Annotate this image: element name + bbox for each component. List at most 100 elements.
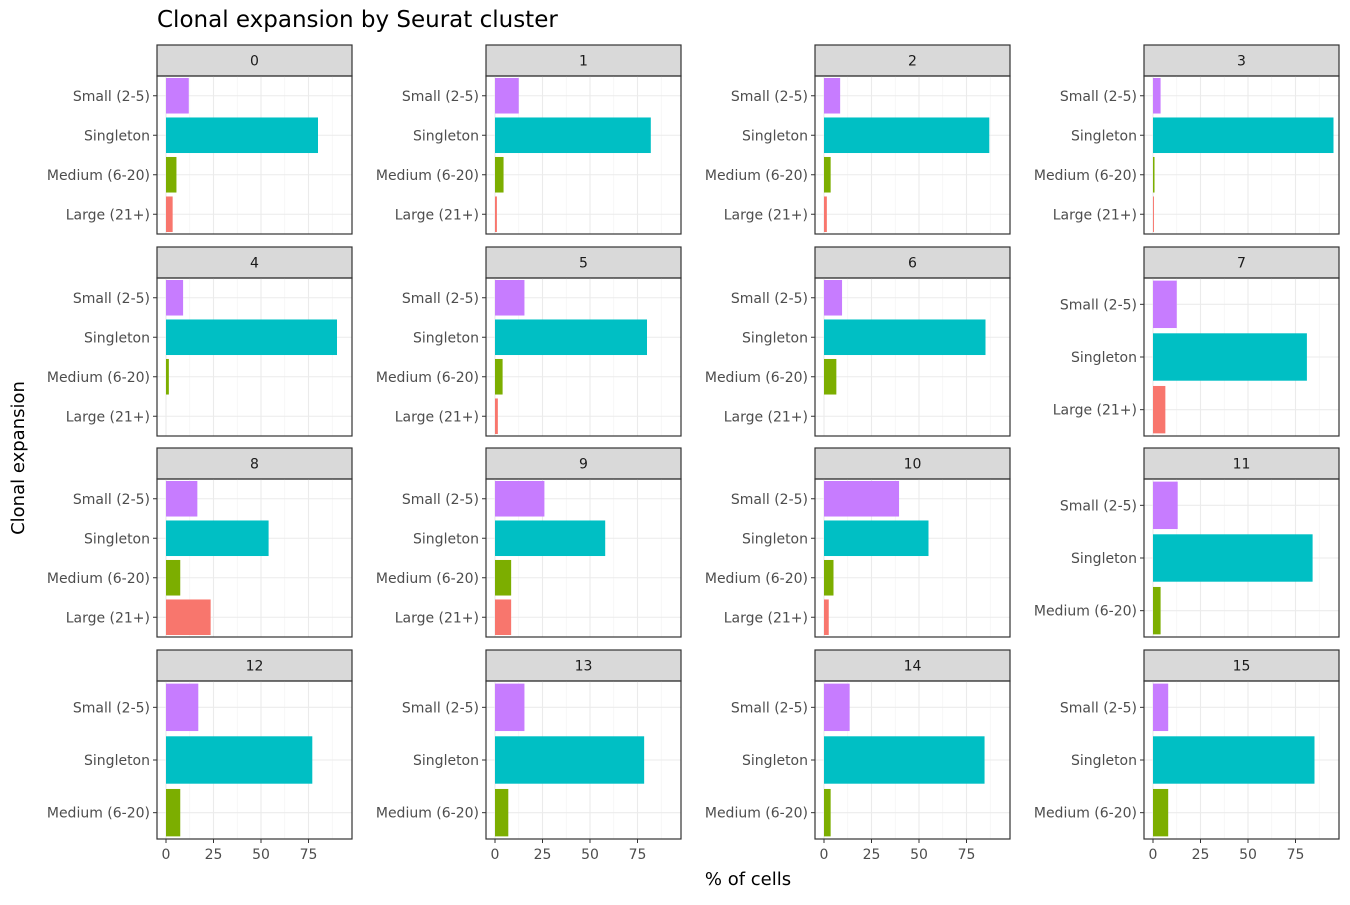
facet-strip [156,649,353,682]
y-tick-label: Small (2-5) [1060,297,1137,313]
y-tick-label: Singleton [84,128,150,144]
y-tick-label: Small (2-5) [402,492,479,508]
panel-border [156,478,353,638]
x-tick-label: 0 [820,847,829,863]
facet-strip [156,44,353,77]
y-tick-label: Small (2-5) [1060,498,1137,514]
bar [166,319,337,356]
y-tick-label: Singleton [84,330,150,346]
bar [824,279,843,316]
panel-border [485,277,682,437]
x-axis-title: % of cells [705,869,791,890]
panel-grid [815,278,1010,436]
facet-panel-6: 6 Large (21+) Medium (6-20) Singleton Small … [705,246,1011,437]
y-tick-label: Small (2-5) [1060,700,1137,716]
x-tick-label: 25 [1192,847,1210,863]
y-tick-label: Singleton [742,128,808,144]
y-tick-label: Medium (6-20) [47,370,150,386]
y-tick-label: Small (2-5) [402,700,479,716]
bar [824,599,829,636]
y-tick-label: Small (2-5) [402,89,479,105]
y-tick-label: Small (2-5) [73,291,150,307]
y-tick-label: Medium (6-20) [705,370,808,386]
y-tick-label: Small (2-5) [1060,89,1137,105]
bar [495,559,512,596]
facet-strip [156,246,353,279]
facet-strip [1143,44,1340,77]
bar [495,358,503,395]
y-tick-label: Large (21+) [1053,403,1137,419]
y-tick-label: Medium (6-20) [47,806,150,822]
panel-border [814,680,1011,840]
x-tick-label: 0 [162,847,171,863]
y-tick-label: Medium (6-20) [47,571,150,587]
facet-strip-label: 15 [1233,659,1251,675]
x-tick-label: 50 [581,847,599,863]
bar [824,358,837,395]
facet-strip-label: 2 [908,54,917,70]
facet-strip [485,447,682,480]
bar [1153,534,1313,582]
facet-strip [485,649,682,682]
bar [166,117,318,154]
chart-title: Clonal expansion by Seurat cluster [157,7,558,33]
panel-border [814,478,1011,638]
y-tick-label: Singleton [413,128,479,144]
bar [1153,333,1307,381]
facet-strip [814,246,1011,279]
bar [495,117,651,154]
bar [824,319,986,356]
bar [495,788,509,837]
facet-panel-1: 1 Large (21+) Medium (6-20) Singleton Small … [376,44,682,235]
y-tick-label: Large (21+) [724,409,808,425]
y-tick-label: Medium (6-20) [1034,604,1137,620]
bar [1153,481,1178,530]
y-tick-label: Medium (6-20) [705,806,808,822]
x-tick-label: 25 [534,847,552,863]
bar [166,599,211,636]
bar [824,520,929,557]
panel-border [156,277,353,437]
x-tick-label: 75 [1287,847,1305,863]
x-tick-label: 25 [205,847,223,863]
facet-panel-5: 5 Large (21+) Medium (6-20) Singleton Small … [376,246,682,437]
panel-border [485,680,682,840]
bar [824,77,841,114]
y-tick-label: Large (21+) [66,409,150,425]
facet-strip-label: 4 [250,256,259,272]
bar [495,736,645,784]
x-tick-label: 0 [1149,847,1158,863]
facet-strip-label: 0 [250,54,259,70]
facet-panel-11: 11 Medium (6-20) Singleton Small (2-5) [1034,447,1340,638]
facet-strip-label: 14 [904,659,922,675]
y-tick-label: Large (21+) [66,207,150,223]
y-tick-label: Singleton [742,753,808,769]
y-tick-label: Medium (6-20) [705,168,808,184]
facet-panel-12: 12 Medium (6-20) Singleton Small (2-5) 0 25 50… [47,649,353,863]
bar [495,398,498,435]
bar [1153,156,1155,193]
panel-border [1143,680,1340,840]
bar [495,196,497,233]
y-tick-label: Medium (6-20) [376,571,479,587]
y-tick-label: Large (21+) [395,207,479,223]
bar [824,559,834,596]
bar [495,77,519,114]
facet-strip-label: 13 [575,659,593,675]
facet-strip [814,44,1011,77]
facet-strip [814,649,1011,682]
bar [824,683,850,732]
panel-border [814,277,1011,437]
bar [1153,117,1334,154]
panel-border [1143,277,1340,437]
facet-panel-7: 7 Large (21+) Singleton Small (2-5) [1053,246,1340,437]
y-tick-label: Small (2-5) [402,291,479,307]
bar [1153,788,1169,837]
bar [495,683,525,732]
bar [824,156,831,193]
bar [166,559,181,596]
y-tick-label: Medium (6-20) [1034,806,1137,822]
y-tick-label: Singleton [1071,128,1137,144]
y-tick-label: Small (2-5) [73,700,150,716]
